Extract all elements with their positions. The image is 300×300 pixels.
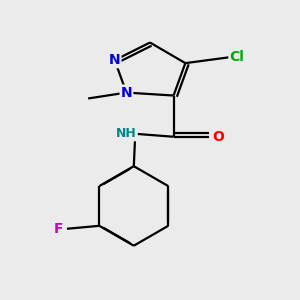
Text: N: N <box>109 53 121 67</box>
Text: NH: NH <box>116 127 137 140</box>
Text: O: O <box>212 130 224 144</box>
Text: N: N <box>121 85 132 100</box>
Text: F: F <box>53 222 63 236</box>
Text: Cl: Cl <box>230 50 244 64</box>
